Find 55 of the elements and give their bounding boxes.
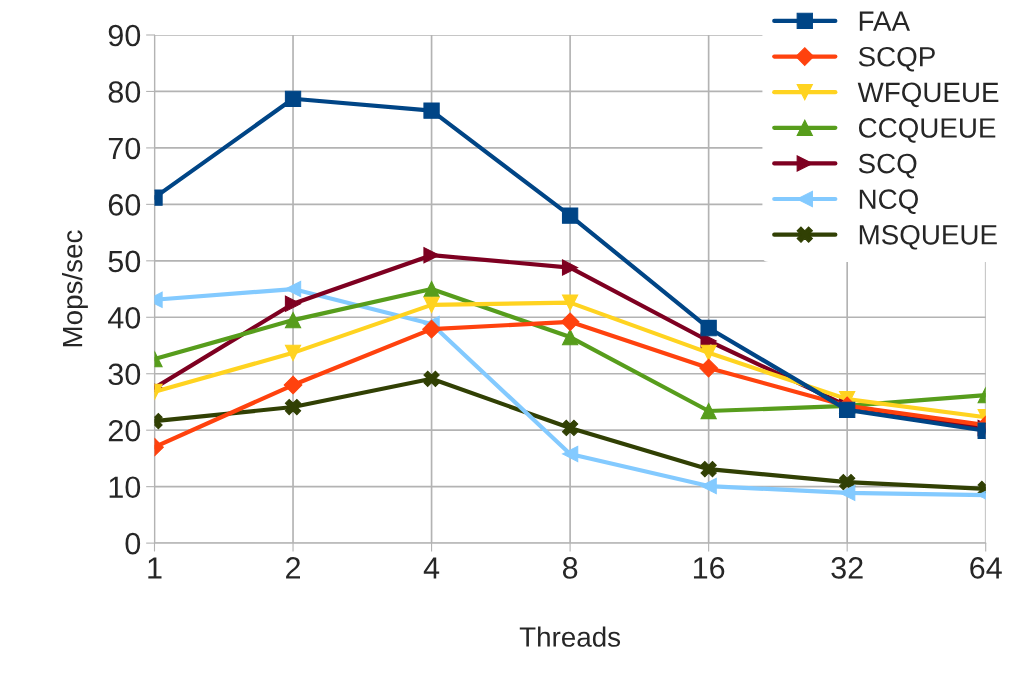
- x-axis-title: Threads: [519, 626, 621, 647]
- x-tick-label: 32: [831, 557, 863, 579]
- point: [839, 484, 856, 502]
- x-tick-label: 1: [148, 557, 162, 579]
- x-tick-label: 2: [286, 557, 300, 579]
- point: [283, 375, 303, 395]
- point: [700, 344, 717, 362]
- point: [423, 296, 440, 314]
- x-tick-label: 8: [562, 557, 578, 579]
- x-tick-label: 16: [693, 557, 725, 579]
- point: [423, 247, 440, 264]
- legend-label: FAA: [859, 11, 910, 31]
- legend-label: CCQUEUE: [858, 118, 996, 143]
- point: [284, 280, 302, 298]
- y-tick-label: 0: [125, 532, 141, 555]
- point: [561, 207, 579, 224]
- legend-label: SCQP: [858, 46, 935, 72]
- point: [423, 102, 440, 119]
- point: [700, 460, 717, 478]
- point: [561, 328, 579, 346]
- point: [423, 370, 440, 387]
- legend-label: MSQUEUE: [859, 224, 997, 250]
- point: [284, 398, 302, 416]
- y-tick-label: 90: [108, 24, 141, 47]
- y-tick-label: 30: [108, 363, 141, 386]
- point: [699, 358, 718, 378]
- point: [422, 319, 441, 339]
- y-tick-label: 70: [108, 137, 141, 160]
- y-tick-label: 50: [108, 250, 141, 273]
- point: [700, 319, 717, 337]
- point: [561, 294, 579, 311]
- point: [284, 90, 302, 107]
- point: [839, 401, 856, 419]
- point: [284, 344, 302, 362]
- point: [561, 445, 579, 463]
- y-tick-label: 10: [109, 476, 141, 499]
- point: [423, 280, 440, 298]
- y-tick-label: 60: [108, 194, 141, 216]
- y-axis-title: Mops/sec: [61, 230, 88, 347]
- point: [561, 259, 579, 276]
- x-tick-label: 4: [423, 557, 440, 579]
- point: [284, 311, 302, 329]
- y-tick-label: 40: [108, 307, 141, 329]
- point: [700, 402, 717, 420]
- x-tick-label: 64: [970, 557, 1002, 579]
- y-tick-label: 20: [108, 419, 141, 442]
- point: [284, 295, 302, 312]
- point: [560, 312, 580, 332]
- y-tick-label: 80: [108, 81, 141, 103]
- legend-label: NCQ: [859, 189, 918, 214]
- point: [700, 477, 717, 495]
- point: [839, 473, 856, 491]
- point: [561, 419, 579, 437]
- legend-label: WFQUEUE: [857, 82, 999, 108]
- legend-label: SCQ: [858, 153, 917, 179]
